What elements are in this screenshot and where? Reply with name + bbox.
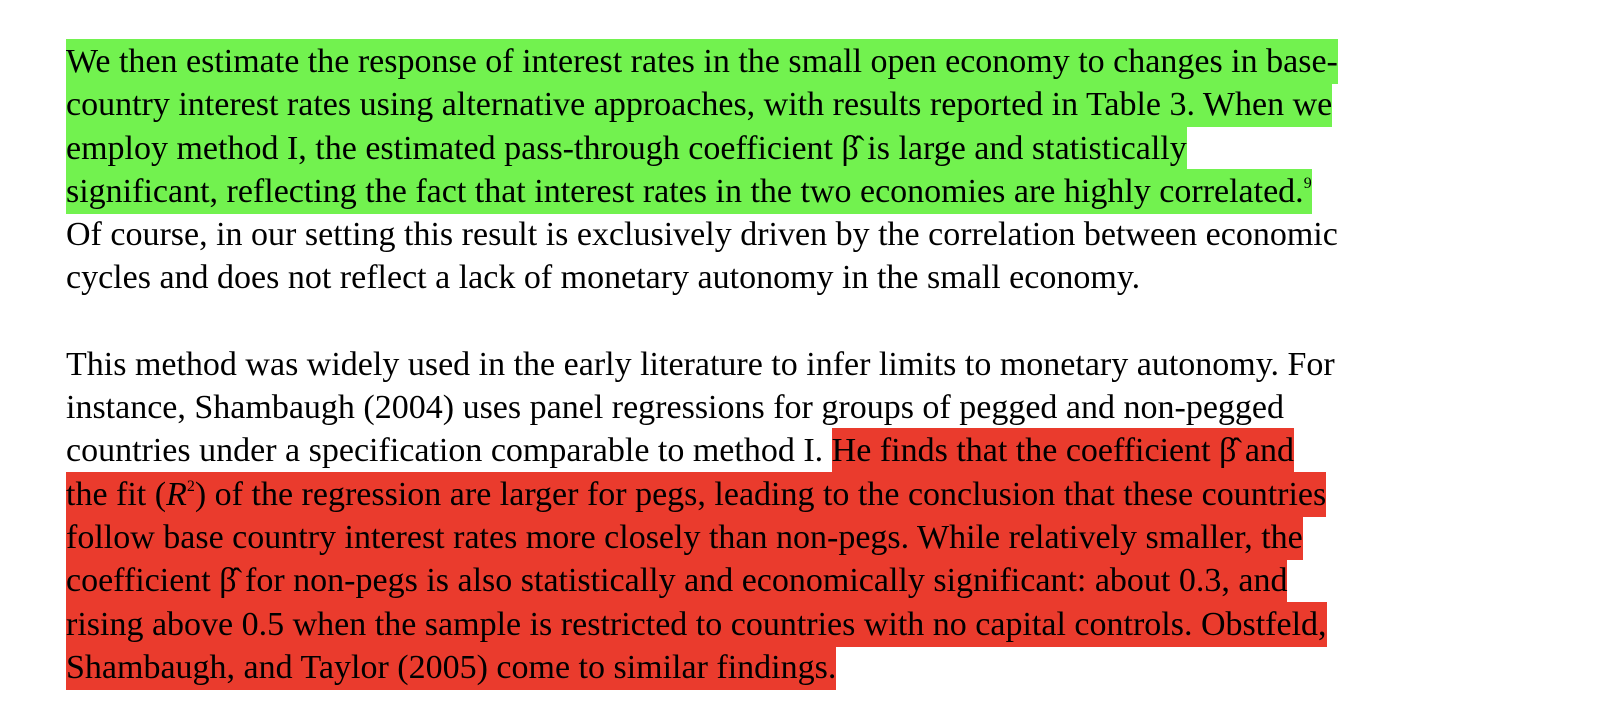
text-line: country interest rates using alternative…	[66, 82, 1466, 128]
green-highlight: We then estimate the response of interes…	[66, 39, 1338, 84]
red-highlight-text: the fit (	[66, 475, 167, 513]
r-squared-symbol: R	[166, 475, 187, 513]
text-line: employ method I, the estimated pass-thro…	[66, 125, 1466, 171]
r-squared-exponent: 2	[186, 477, 195, 495]
red-highlight: rising above 0.5 when the sample is rest…	[66, 601, 1327, 647]
text-line: follow base country interest rates more …	[66, 514, 1466, 560]
red-highlight: follow base country interest rates more …	[66, 514, 1303, 560]
text-line: the fit (R2) of the regression are large…	[66, 471, 1466, 517]
text-line: Shambaugh, and Taylor (2005) come to sim…	[66, 644, 1466, 690]
green-highlight: country interest rates using alternative…	[66, 82, 1333, 128]
text-line: We then estimate the response of interes…	[66, 39, 1466, 84]
red-highlight: coefficient β̂ for non-pegs is also stat…	[66, 558, 1288, 604]
plain-text: countries under a specification comparab…	[66, 432, 832, 470]
footnote-marker: 9	[1303, 174, 1312, 192]
text-line: countries under a specification comparab…	[66, 428, 1466, 474]
green-highlight: significant, reflecting the fact that in…	[66, 168, 1312, 214]
text-line: Of course, in our setting this result is…	[66, 216, 1338, 254]
text-line: rising above 0.5 when the sample is rest…	[66, 601, 1466, 647]
paragraph-2: This method was widely used in the early…	[66, 343, 1466, 690]
text-line: This method was widely used in the early…	[66, 345, 1335, 383]
green-highlight: employ method I, the estimated pass-thro…	[66, 125, 1187, 171]
red-highlight-text: ) of the regression are larger for pegs,…	[194, 475, 1327, 513]
paragraph-1: We then estimate the response of interes…	[66, 39, 1466, 300]
red-highlight: He finds that the coefficient β̂ and	[831, 428, 1294, 474]
red-highlight: the fit (R2) of the regression are large…	[66, 471, 1327, 517]
green-highlight-text: significant, reflecting the fact that in…	[66, 172, 1304, 210]
paragraph-gap	[66, 300, 1466, 343]
text-line: cycles and does not reflect a lack of mo…	[66, 259, 1141, 297]
document-page: We then estimate the response of interes…	[66, 39, 1466, 690]
red-highlight: Shambaugh, and Taylor (2005) come to sim…	[66, 644, 837, 690]
text-line: coefficient β̂ for non-pegs is also stat…	[66, 558, 1466, 604]
text-line: instance, Shambaugh (2004) uses panel re…	[66, 389, 1285, 427]
text-line: significant, reflecting the fact that in…	[66, 168, 1466, 214]
